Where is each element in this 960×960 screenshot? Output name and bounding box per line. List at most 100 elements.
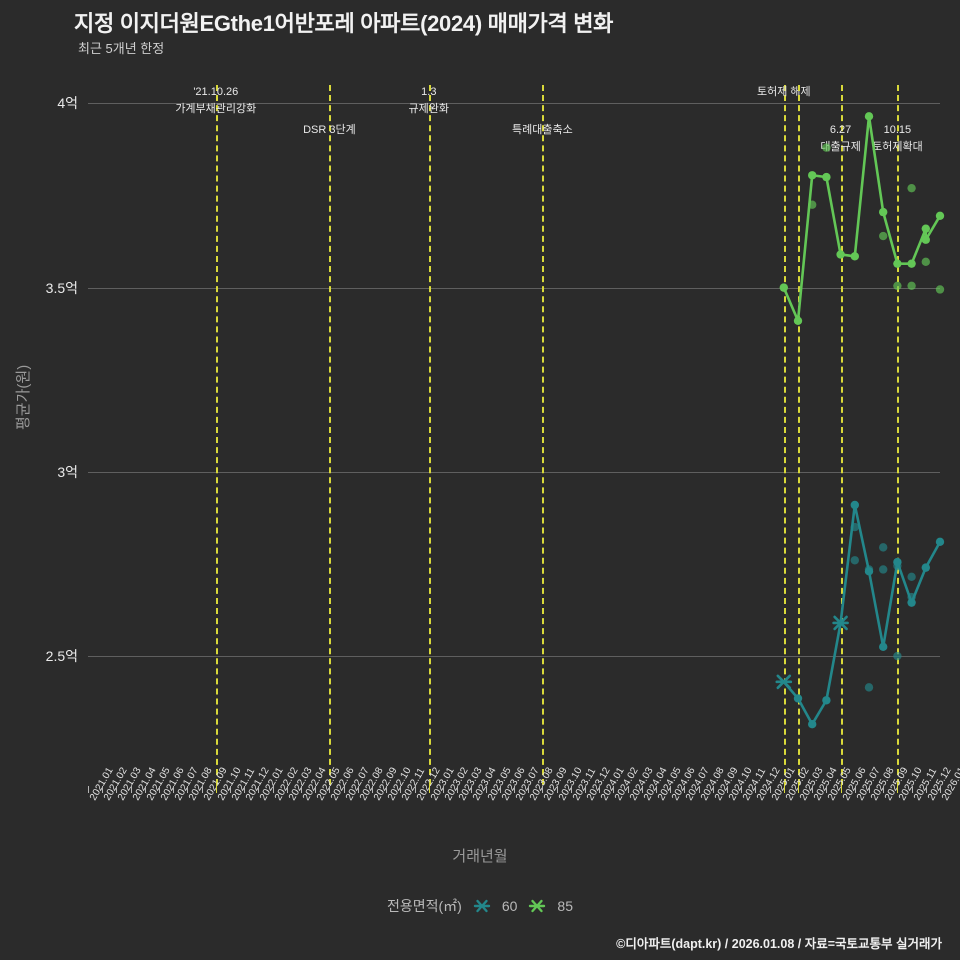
data-point-marker[interactable]: [921, 235, 930, 244]
x-axis-tick: [116, 786, 118, 793]
y-axis-tick-label: 3.5억: [45, 279, 78, 296]
x-axis-tick: [712, 786, 714, 793]
event-text: 규제완화: [408, 103, 450, 115]
x-axis-tick: [514, 786, 515, 793]
x-axis-tick: [911, 786, 913, 793]
x-axis-tick: [925, 786, 927, 793]
scatter-point[interactable]: [864, 683, 874, 692]
data-point-marker[interactable]: [822, 696, 831, 705]
event-date: '21.10.26: [193, 86, 239, 98]
event-vertical-line: [798, 85, 800, 785]
data-point-marker[interactable]: [935, 537, 945, 547]
x-axis-tick: [698, 786, 700, 793]
event-text: DSR 3단계: [303, 124, 356, 136]
event-vertical-line: [840, 85, 843, 785]
event-annotation-label: 1.3 규제완화: [409, 85, 449, 116]
legend: 전용면적(㎡) 60 85: [387, 896, 573, 916]
y-axis-tick-label: 3억: [57, 463, 78, 480]
scatter-point[interactable]: [907, 183, 916, 193]
data-point-marker[interactable]: [850, 252, 859, 261]
data-point-marker[interactable]: [864, 112, 874, 121]
scatter-point[interactable]: [935, 285, 945, 294]
x-axis-tick: [428, 782, 430, 793]
scatter-point[interactable]: [864, 565, 874, 574]
data-point-marker[interactable]: [879, 207, 888, 217]
event-annotation-label: DSR 3단계: [303, 123, 356, 137]
y-axis-tick-label: 4억: [57, 95, 78, 112]
data-point-marker[interactable]: [935, 211, 945, 220]
scatter-point[interactable]: [850, 522, 859, 532]
x-axis-tick: [883, 786, 885, 793]
y-axis-title: 평균가(원): [15, 364, 32, 430]
event-date: 10.15: [883, 124, 912, 136]
scatter-point[interactable]: [879, 231, 888, 241]
x-axis-tick: [130, 786, 132, 793]
event-annotation-label: 토허제 해제: [757, 85, 811, 99]
x-axis-tick: [215, 782, 217, 793]
x-axis-tick: [656, 786, 657, 793]
y-gridline: [88, 103, 940, 105]
event-vertical-line: [428, 85, 431, 785]
x-axis-tick: [613, 786, 615, 793]
x-axis-tick: [798, 782, 799, 793]
x-axis-tick: [854, 786, 856, 793]
event-vertical-line: [542, 85, 545, 785]
scatter-point[interactable]: [907, 281, 916, 290]
x-axis-tick: [272, 786, 274, 793]
x-axis-tick: [457, 786, 459, 793]
x-axis-tick: [542, 786, 544, 793]
x-axis-tick: [400, 786, 402, 793]
scatter-point[interactable]: [879, 543, 888, 552]
x-axis-tick: [869, 786, 870, 793]
x-axis-tick: [528, 786, 530, 793]
scatter-point[interactable]: [850, 556, 859, 565]
data-point-marker[interactable]: [808, 720, 817, 729]
x-axis-tick: [315, 786, 317, 793]
series-60: [775, 500, 945, 729]
scatter-point[interactable]: [921, 257, 930, 267]
data-point-marker[interactable]: [864, 567, 874, 576]
event-date: 6.27: [829, 124, 852, 136]
event-text: 토허제확대: [872, 141, 923, 153]
data-point-marker[interactable]: [921, 563, 930, 572]
x-axis-tick: [485, 786, 487, 793]
data-point-marker[interactable]: [850, 500, 859, 510]
x-axis-tick: [727, 786, 728, 793]
data-point-marker[interactable]: [907, 259, 916, 268]
legend-label-85: 85: [557, 898, 574, 914]
x-axis-tick: [599, 786, 601, 793]
event-text: 특례대출축소: [512, 124, 573, 136]
y-gridline: [88, 656, 940, 658]
data-point-marker[interactable]: [921, 224, 930, 233]
data-point-marker[interactable]: [808, 171, 817, 180]
event-text: 대출규제: [820, 141, 861, 153]
x-axis-tick: [144, 786, 146, 793]
data-point-marker[interactable]: [822, 172, 831, 182]
event-annotation-label: '21.10.26 가계부채관리강화: [175, 85, 256, 116]
data-point-marker[interactable]: [907, 598, 916, 607]
x-axis-tick: [940, 786, 941, 793]
data-point-marker[interactable]: [879, 642, 888, 652]
x-axis-title: 거래년월: [452, 848, 508, 865]
x-axis-tick: [386, 786, 388, 793]
legend-label-60: 60: [501, 898, 518, 914]
legend-marker-60[interactable]: [472, 898, 492, 914]
event-vertical-line: [329, 85, 332, 785]
scatter-point[interactable]: [907, 572, 916, 582]
event-annotation-label: 10.15 토허제확대: [872, 123, 923, 154]
x-axis-tick: [244, 786, 246, 793]
x-axis-tick: [159, 786, 160, 793]
x-axis-tick: [102, 786, 104, 793]
scatter-point[interactable]: [808, 200, 817, 209]
x-axis-tick: [443, 786, 444, 793]
x-axis-tick: [755, 786, 757, 793]
scatter-point[interactable]: [879, 565, 888, 574]
scatter-point[interactable]: [907, 592, 916, 602]
x-axis-tick: [670, 786, 672, 793]
footer-credit: ©디아파트(dapt.kr) / 2026.01.08 / 자료=국토교통부 실…: [616, 937, 942, 951]
legend-marker-85[interactable]: [527, 898, 547, 914]
x-axis-tick: [343, 786, 345, 793]
x-axis-tick: [201, 786, 203, 793]
